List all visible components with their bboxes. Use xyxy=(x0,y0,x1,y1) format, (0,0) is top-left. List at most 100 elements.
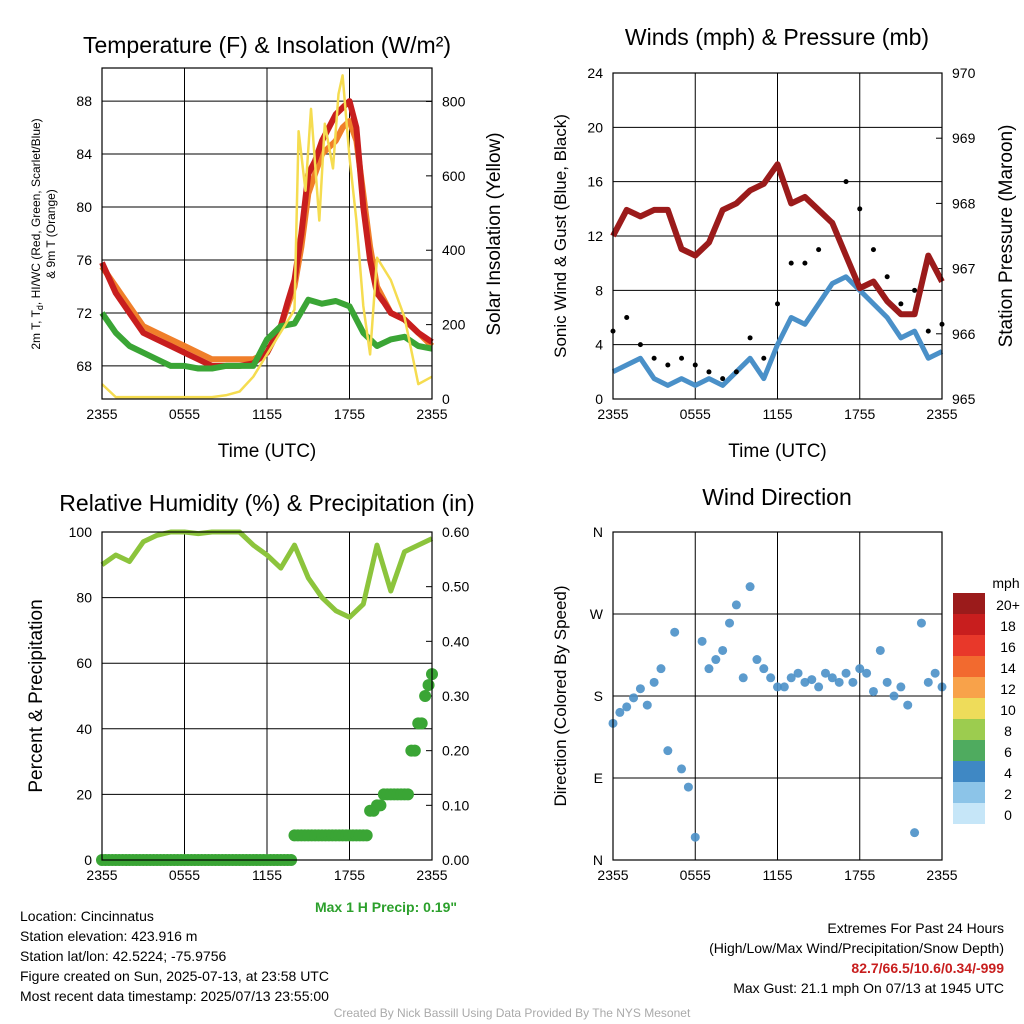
y-tick-label: 40 xyxy=(76,721,92,737)
data-point xyxy=(816,247,822,253)
max-precip-label: Max 1 H Precip: 0.19" xyxy=(315,899,457,915)
y-tick-label: 80 xyxy=(76,590,92,606)
winds-panel: Winds (mph) & Pressure (mb) 2355 0555 1155 1… xyxy=(551,24,1017,462)
series-line xyxy=(99,296,433,372)
x-axis-label: Time (UTC) xyxy=(728,441,827,462)
data-point xyxy=(663,746,673,756)
data-point xyxy=(800,677,810,687)
data-point xyxy=(857,206,863,212)
data-point xyxy=(615,707,625,717)
panel-title: Wind Direction xyxy=(702,484,852,510)
x-tick-label: 0555 xyxy=(680,406,711,422)
right-tick-label: 970 xyxy=(952,65,976,81)
x-tick-label: 0555 xyxy=(169,406,200,422)
data-point xyxy=(775,301,780,307)
data-point xyxy=(761,355,767,361)
data-point xyxy=(841,668,851,678)
data-point xyxy=(896,682,906,692)
x-tick-label: 2355 xyxy=(86,867,117,883)
data-point xyxy=(848,677,858,687)
data-point xyxy=(870,247,876,253)
x-tick-label: 2355 xyxy=(926,867,957,883)
precip-series xyxy=(96,668,438,866)
data-point xyxy=(720,376,726,382)
right-tick-label: 965 xyxy=(952,391,976,407)
data-point xyxy=(766,673,776,683)
data-point xyxy=(779,682,789,692)
timestamp-text: Most recent data timestamp: 2025/07/13 2… xyxy=(20,988,329,1004)
colorbar-label: 2 xyxy=(1004,786,1012,802)
y-tick-label: 24 xyxy=(587,65,603,81)
y-axis-label-left: Sonic Wind & Gust (Blue, Black) xyxy=(551,114,570,358)
scatter-series xyxy=(608,582,947,842)
data-point xyxy=(642,700,652,710)
x-tick-label: 2355 xyxy=(926,406,957,422)
data-point xyxy=(718,645,728,655)
precip-point xyxy=(374,799,387,812)
colorbar-swatch xyxy=(953,719,985,740)
colorbar-label: 14 xyxy=(1000,660,1016,676)
series-line xyxy=(101,74,433,399)
data-point xyxy=(868,686,878,696)
right-tick-label: 200 xyxy=(442,317,466,333)
colorbar-swatch xyxy=(953,782,985,803)
data-point xyxy=(930,668,940,678)
colorbar-label: 18 xyxy=(1000,618,1016,634)
y-label-sub: d xyxy=(35,305,45,310)
data-point xyxy=(649,677,659,687)
latlon-text: Station lat/lon: 42.5224; -75.9756 xyxy=(20,948,227,964)
y-label-rest: , HI/WC (Red, Green, Scarlet/Blue) xyxy=(29,118,43,305)
data-point xyxy=(759,664,769,674)
data-point xyxy=(916,618,926,628)
data-point xyxy=(827,673,837,683)
y-tick-label: 20 xyxy=(587,119,603,135)
y-tick-label: 60 xyxy=(76,655,92,671)
y-axis-label-left-line1: 2m T, Td, HI/WC (Red, Green, Scarlet/Blu… xyxy=(29,118,45,349)
extremes-legend: (High/Low/Max Wind/Precipitation/Snow De… xyxy=(709,940,1004,956)
colorbar-label: 20+ xyxy=(996,597,1020,613)
colorbar-label: 6 xyxy=(1004,744,1012,760)
x-tick-label: 0555 xyxy=(680,867,711,883)
max-gust-text: Max Gust: 21.1 mph On 07/13 at 1945 UTC xyxy=(733,980,1004,996)
location-text: Location: Cincinnatus xyxy=(20,908,154,924)
colorbar-swatch xyxy=(953,677,985,698)
x-tick-label: 2355 xyxy=(86,406,117,422)
precip-point xyxy=(401,788,414,801)
data-point xyxy=(882,677,892,687)
right-tick-label: 600 xyxy=(442,168,466,184)
data-point xyxy=(733,369,739,375)
panel-title: Relative Humidity (%) & Precipitation (i… xyxy=(59,490,474,516)
data-point xyxy=(637,342,643,348)
y-tick-label: W xyxy=(590,606,604,622)
extremes-values: 82.7/66.5/10.6/0.34/-999 xyxy=(851,960,1004,976)
data-point xyxy=(725,618,735,628)
data-point xyxy=(855,664,865,674)
data-point xyxy=(843,179,849,185)
data-point xyxy=(923,677,933,687)
data-point xyxy=(903,700,913,710)
data-point xyxy=(635,684,645,694)
y-axis-label-left: Direction (Colored By Speed) xyxy=(551,585,570,806)
elevation-text: Station elevation: 423.916 m xyxy=(20,928,198,944)
data-point xyxy=(862,668,872,678)
right-tick-label: 968 xyxy=(952,195,976,211)
precip-point xyxy=(360,829,373,842)
panel-title: Winds (mph) & Pressure (mb) xyxy=(625,24,929,50)
data-point xyxy=(820,668,830,678)
x-tick-label: 1155 xyxy=(252,406,282,422)
x-tick-label: 1755 xyxy=(844,867,875,883)
right-tick-label: 966 xyxy=(952,326,976,342)
y-tick-label: E xyxy=(594,770,603,786)
x-tick-label: 2355 xyxy=(416,867,447,883)
series-line xyxy=(100,529,434,620)
plot-frame xyxy=(101,531,433,861)
data-point xyxy=(875,645,885,655)
y-label-part: 2m T, T xyxy=(29,309,43,349)
colorbar-label: 10 xyxy=(1000,702,1016,718)
data-point xyxy=(711,655,721,665)
plot-frame xyxy=(612,531,943,861)
data-point xyxy=(807,675,817,685)
data-point xyxy=(747,335,753,341)
